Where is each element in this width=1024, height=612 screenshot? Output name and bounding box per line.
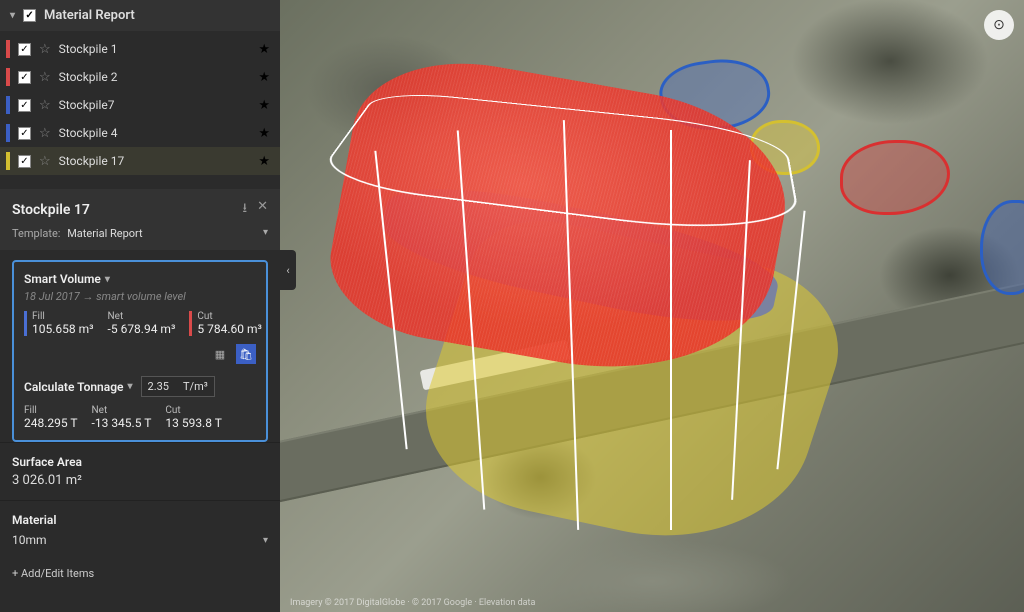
surface-label: Surface Area xyxy=(12,455,268,469)
star-outline-icon[interactable]: ☆ xyxy=(39,126,51,141)
density-unit: T/m³ xyxy=(183,380,208,393)
material-chevron-icon[interactable]: ▾ xyxy=(263,535,268,546)
download-icon[interactable]: ⭳ xyxy=(243,199,248,221)
volume-subtitle: 18 Jul 2017 → smart volume level xyxy=(24,290,256,303)
volume-values-row: Fill 105.658 m³ Net -5 678.94 m³ Cut 5 7… xyxy=(24,311,256,336)
tonnage-fill-label: Fill xyxy=(24,405,78,416)
detail-panel: Stockpile 17 ⭳ ✕ Template: Material Repo… xyxy=(0,189,280,250)
color-indicator xyxy=(6,152,10,170)
report-title: Material Report xyxy=(44,8,135,23)
stockpile-label: Stockpile 1 xyxy=(59,42,251,56)
star-outline-icon[interactable]: ☆ xyxy=(39,154,51,169)
surface-value: 3 026.01 m² xyxy=(12,473,268,488)
stockpile-label: Stockpile7 xyxy=(59,98,251,112)
volume-title-text: Smart Volume xyxy=(24,272,101,286)
tonnage-cut-value: 13 593.8 T xyxy=(165,416,222,430)
add-edit-link[interactable]: + Add/Edit Items xyxy=(0,559,280,588)
shop-icon[interactable]: 🛍 xyxy=(236,344,256,364)
item-checkbox[interactable]: ✓ xyxy=(18,99,31,112)
star-icon[interactable]: ★ xyxy=(258,98,270,113)
compass-icon[interactable]: ⊙ xyxy=(984,10,1014,40)
net-value: -5 678.94 m³ xyxy=(108,322,176,336)
material-section: Material 10mm ▾ xyxy=(0,500,280,559)
map-viewport[interactable]: ‹ ⊙ Imagery © 2017 DigitalGlobe · © 2017… xyxy=(280,0,1024,612)
wireframe-edge xyxy=(670,130,672,530)
stockpile-label: Stockpile 4 xyxy=(59,126,251,140)
tonnage-net-label: Net xyxy=(92,405,152,416)
stockpile-label: Stockpile 2 xyxy=(59,70,251,84)
item-checkbox[interactable]: ✓ xyxy=(18,127,31,140)
sidebar: ▾ ✓ Material Report ✓ ☆ Stockpile 1 ★ ✓ ☆ Stoc… xyxy=(0,0,280,612)
star-outline-icon[interactable]: ☆ xyxy=(39,70,51,85)
item-checkbox[interactable]: ✓ xyxy=(18,43,31,56)
tonnage-title[interactable]: Calculate Tonnage ▾ xyxy=(24,380,133,394)
material-value: 10mm xyxy=(12,533,47,547)
tonnage-net-value: -13 345.5 T xyxy=(92,416,152,430)
template-label: Template: xyxy=(12,227,60,240)
grid-icon[interactable]: ▦ xyxy=(210,344,230,364)
detail-title: Stockpile 17 xyxy=(12,202,90,218)
star-icon[interactable]: ★ xyxy=(258,42,270,57)
stockpile-label: Stockpile 17 xyxy=(59,154,251,168)
cut-label: Cut xyxy=(197,311,262,322)
fill-label: Fill xyxy=(32,311,94,322)
template-value: Material Report xyxy=(67,227,142,240)
surface-area-section: Surface Area 3 026.01 m² xyxy=(0,442,280,500)
density-value: 2.35 xyxy=(148,380,169,393)
color-indicator xyxy=(6,68,10,86)
smart-volume-title[interactable]: Smart Volume ▾ xyxy=(24,272,256,286)
tonnage-title-text: Calculate Tonnage xyxy=(24,380,124,394)
star-icon[interactable]: ★ xyxy=(258,70,270,85)
cut-value: 5 784.60 m³ xyxy=(197,322,262,336)
color-indicator xyxy=(6,40,10,58)
stockpile-item[interactable]: ✓ ☆ Stockpile7 ★ xyxy=(0,91,280,119)
stockpile-item[interactable]: ✓ ☆ Stockpile 17 ★ xyxy=(0,147,280,175)
item-checkbox[interactable]: ✓ xyxy=(18,71,31,84)
main-stockpile-volume[interactable] xyxy=(320,60,840,540)
tonnage-fill-value: 248.295 T xyxy=(24,416,78,430)
template-chevron-icon[interactable]: ▾ xyxy=(263,227,268,240)
stockpile-list: ✓ ☆ Stockpile 1 ★ ✓ ☆ Stockpile 2 ★ ✓ ☆ Stockpile7… xyxy=(0,31,280,179)
item-checkbox[interactable]: ✓ xyxy=(18,155,31,168)
star-icon[interactable]: ★ xyxy=(258,154,270,169)
chevron-down-icon: ▾ xyxy=(10,10,15,21)
stockpile-item[interactable]: ✓ ☆ Stockpile 1 ★ xyxy=(0,35,280,63)
fill-value: 105.658 m³ xyxy=(32,322,94,336)
report-header[interactable]: ▾ ✓ Material Report xyxy=(0,0,280,31)
color-indicator xyxy=(6,124,10,142)
report-checkbox[interactable]: ✓ xyxy=(23,9,36,22)
color-indicator xyxy=(6,96,10,114)
close-icon[interactable]: ✕ xyxy=(257,199,268,221)
volume-mode: smart volume level xyxy=(96,290,186,303)
volume-date: 18 Jul 2017 xyxy=(24,290,80,303)
tonnage-cut-label: Cut xyxy=(165,405,222,416)
map-attribution: Imagery © 2017 DigitalGlobe · © 2017 Goo… xyxy=(290,598,535,608)
star-outline-icon[interactable]: ☆ xyxy=(39,98,51,113)
net-label: Net xyxy=(108,311,176,322)
density-input[interactable]: 2.35 T/m³ xyxy=(141,376,215,397)
stockpile-item[interactable]: ✓ ☆ Stockpile 4 ★ xyxy=(0,119,280,147)
volume-card: Smart Volume ▾ 18 Jul 2017 → smart volum… xyxy=(12,260,268,442)
star-outline-icon[interactable]: ☆ xyxy=(39,42,51,57)
stockpile-item[interactable]: ✓ ☆ Stockpile 2 ★ xyxy=(0,63,280,91)
arrow-right-icon: → xyxy=(82,290,96,303)
star-icon[interactable]: ★ xyxy=(258,126,270,141)
tonnage-section: Calculate Tonnage ▾ 2.35 T/m³ Fill 248.2… xyxy=(24,376,256,430)
collapse-sidebar-button[interactable]: ‹ xyxy=(280,250,296,290)
material-label: Material xyxy=(12,513,268,527)
chevron-down-icon: ▾ xyxy=(105,274,110,285)
chevron-down-icon: ▾ xyxy=(128,381,133,392)
